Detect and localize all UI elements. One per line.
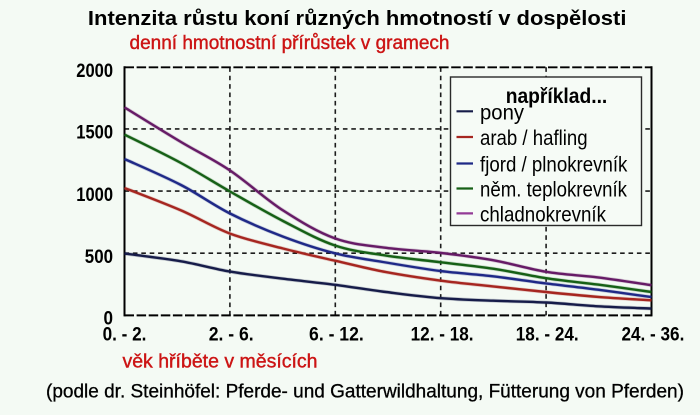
- svg-text:pony: pony: [480, 101, 524, 124]
- svg-text:6. - 12.: 6. - 12.: [309, 325, 364, 346]
- svg-text:0. - 2.: 0. - 2.: [103, 325, 147, 346]
- svg-text:arab / hafling: arab / hafling: [480, 127, 588, 150]
- svg-text:18. - 24.: 18. - 24.: [516, 325, 579, 346]
- svg-text:1000: 1000: [76, 185, 113, 206]
- svg-text:0: 0: [104, 309, 114, 330]
- svg-text:Intenzita růstu koní různých h: Intenzita růstu koní různých hmotností v…: [88, 8, 627, 30]
- svg-text:něm. teplokrevník: něm. teplokrevník: [480, 179, 627, 202]
- svg-text:24. - 36.: 24. - 36.: [621, 325, 684, 346]
- svg-text:denní hmotnostní přírůstek v g: denní hmotnostní přírůstek v gramech: [130, 33, 450, 54]
- svg-text:500: 500: [85, 247, 113, 268]
- svg-text:12. - 18.: 12. - 18.: [411, 325, 474, 346]
- svg-text:fjord / plnokrevník: fjord / plnokrevník: [480, 154, 628, 177]
- svg-text:chladnokrevník: chladnokrevník: [480, 204, 606, 227]
- svg-text:1500: 1500: [76, 123, 113, 144]
- svg-text:věk hříběte v měsících: věk hříběte v měsících: [122, 351, 317, 373]
- svg-text:2000: 2000: [76, 61, 113, 82]
- svg-text:2. - 6.: 2. - 6.: [209, 325, 254, 346]
- svg-text:(podle dr. Steinhöfel: Pferde-: (podle dr. Steinhöfel: Pferde- und Gatte…: [46, 382, 684, 403]
- svg-text:například...: například...: [506, 85, 608, 108]
